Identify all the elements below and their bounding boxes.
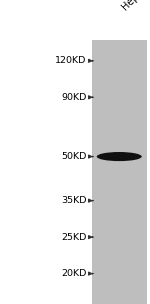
Text: 20KD: 20KD xyxy=(61,269,86,278)
Text: 90KD: 90KD xyxy=(61,93,86,102)
Text: HepG2: HepG2 xyxy=(120,0,150,12)
Bar xyxy=(92,40,147,304)
Text: 25KD: 25KD xyxy=(61,233,86,242)
Text: 35KD: 35KD xyxy=(61,196,86,205)
Text: 50KD: 50KD xyxy=(61,152,86,161)
Text: 120KD: 120KD xyxy=(55,56,86,65)
Ellipse shape xyxy=(97,152,142,161)
